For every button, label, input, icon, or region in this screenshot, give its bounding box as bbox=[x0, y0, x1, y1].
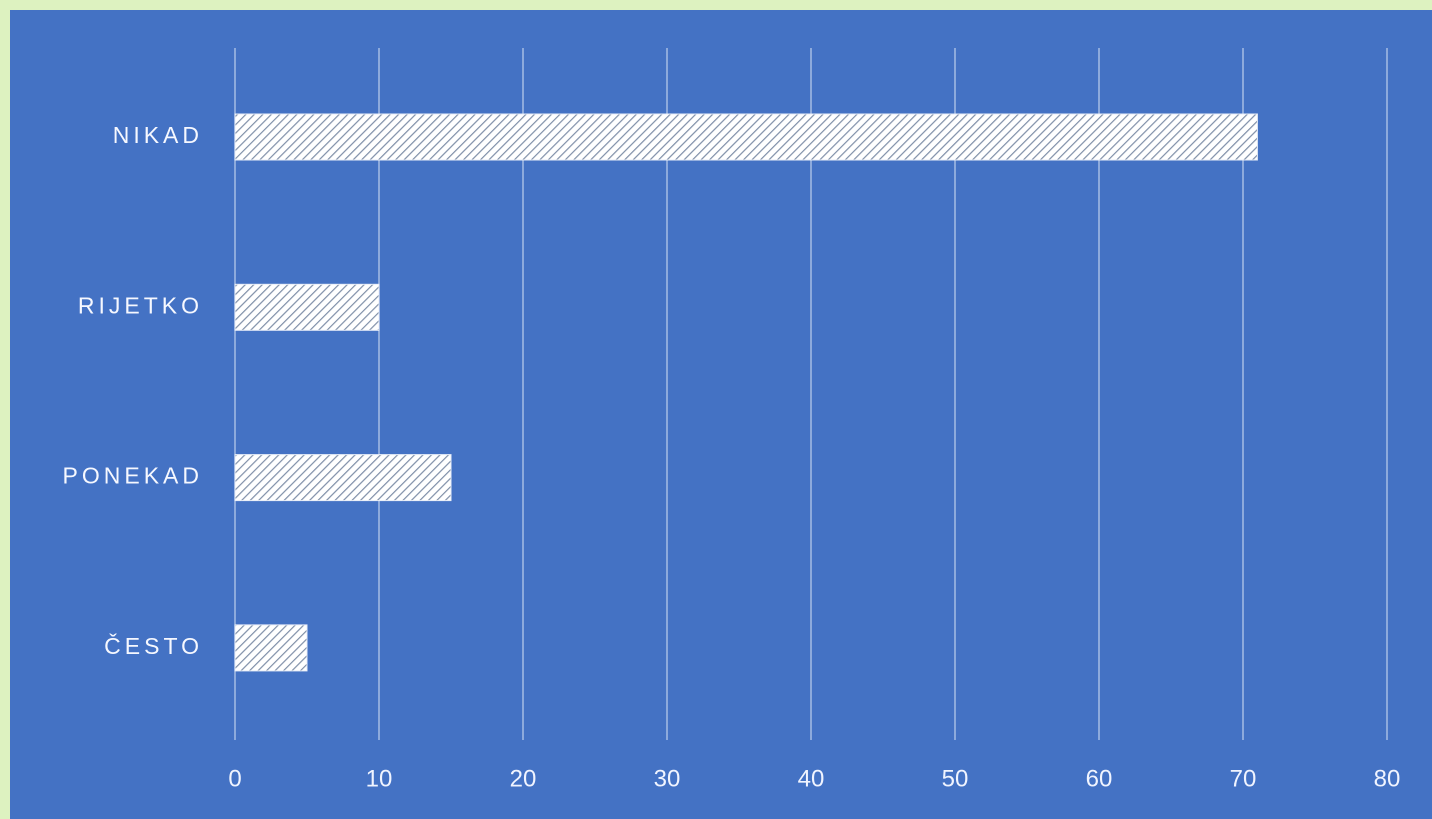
chart-frame: NIKAD RIJETKO PONEKAD ČESTO 0 10 20 30 40 50 60 70… bbox=[10, 10, 1432, 819]
x-tick-label: 20 bbox=[510, 765, 537, 792]
bar bbox=[234, 283, 380, 331]
category-labels: NIKAD RIJETKO PONEKAD ČESTO bbox=[63, 122, 203, 659]
bar bbox=[234, 113, 1258, 161]
category-label: NIKAD bbox=[113, 122, 203, 148]
x-tick-label: 0 bbox=[228, 765, 241, 792]
x-tick-label: 40 bbox=[798, 765, 825, 792]
x-tick-label: 50 bbox=[942, 765, 969, 792]
category-label: RIJETKO bbox=[78, 292, 203, 318]
category-label: ČESTO bbox=[104, 632, 203, 659]
bar-chart: NIKAD RIJETKO PONEKAD ČESTO 0 10 20 30 40 50 60 70… bbox=[63, 48, 1400, 792]
gridlines bbox=[234, 48, 1388, 740]
bars bbox=[234, 113, 1258, 672]
x-tick-label: 60 bbox=[1086, 765, 1113, 792]
x-tick-label: 30 bbox=[654, 765, 681, 792]
x-tick-label: 70 bbox=[1230, 765, 1257, 792]
x-axis-tick-labels: 0 10 20 30 40 50 60 70 80 bbox=[228, 765, 1400, 792]
bar bbox=[234, 624, 308, 672]
x-tick-label: 80 bbox=[1374, 765, 1401, 792]
x-tick-label: 10 bbox=[366, 765, 393, 792]
category-label: PONEKAD bbox=[63, 463, 203, 489]
bar bbox=[234, 454, 452, 502]
